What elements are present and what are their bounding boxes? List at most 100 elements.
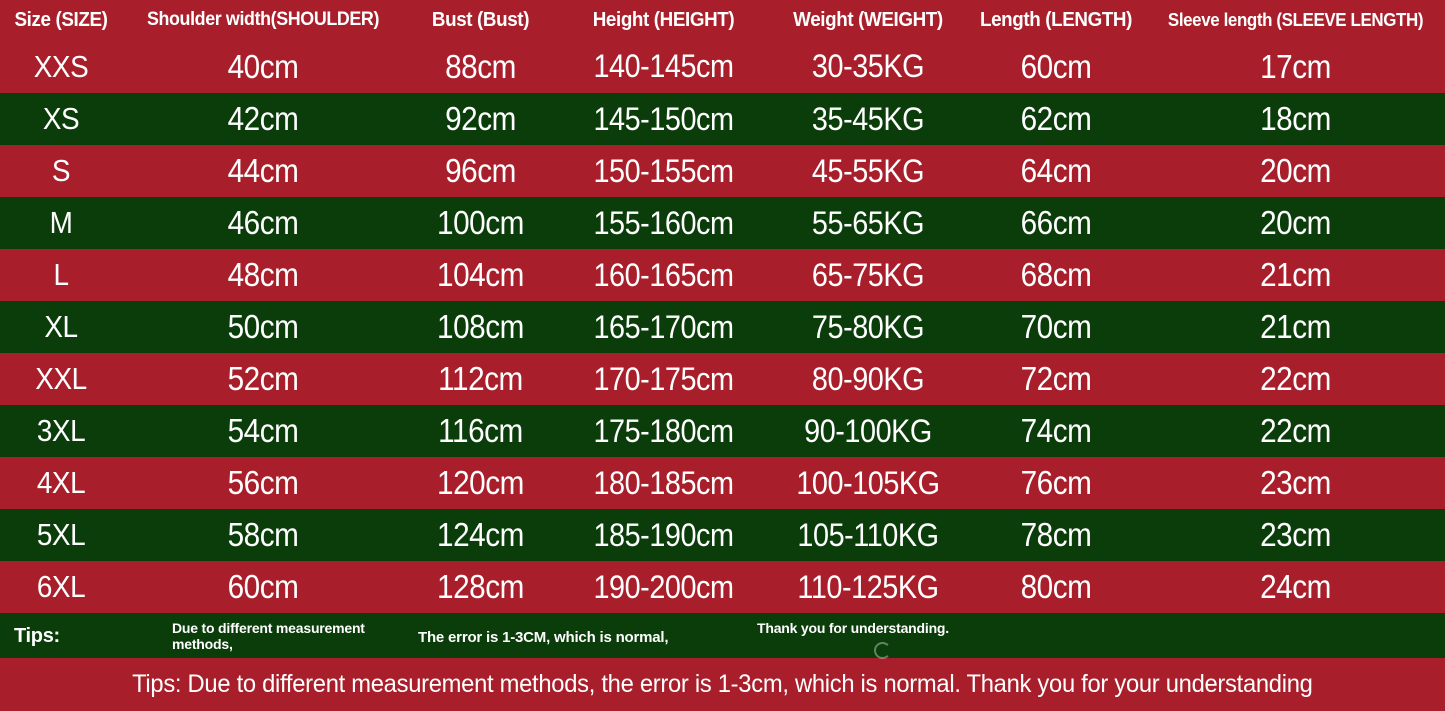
cell-bust: 116cm	[438, 412, 523, 449]
cell-size: S	[51, 153, 71, 188]
cell-sleeve-length: 21cm	[1260, 256, 1331, 293]
cell-shoulder: 42cm	[227, 100, 299, 137]
cell-sleeve-length: 22cm	[1260, 412, 1331, 449]
column-header-sleeve-length: Sleeve length (SLEEVE LENGTH)	[1167, 9, 1424, 30]
cell-height: 175-180cm	[593, 412, 734, 449]
cell-weight: 105-110KG	[797, 516, 939, 553]
cell-sleeve-length: 18cm	[1260, 100, 1331, 137]
column-header-shoulder: Shoulder width(SHOULDER)	[146, 9, 380, 30]
cell-sleeve-length: 17cm	[1260, 47, 1331, 85]
cell-shoulder: 56cm	[227, 464, 299, 501]
cell-sleeve-length: 23cm	[1260, 464, 1331, 501]
table-row: 4XL 56cm 120cm 180-185cm 100-105KG 76cm 23cm	[0, 457, 1445, 509]
cell-height: 140-145cm	[593, 48, 734, 84]
cell-shoulder: 60cm	[227, 568, 299, 605]
cell-size: M	[49, 205, 73, 240]
cell-sleeve-length: 20cm	[1260, 204, 1331, 241]
cell-height: 160-165cm	[593, 256, 734, 293]
column-header-size: Size (SIZE)	[14, 8, 108, 31]
table-row: XXS 40cm 88cm 140-145cm 30-35KG 60cm 17cm	[0, 40, 1445, 93]
cell-bust: 96cm	[445, 152, 516, 189]
cell-sleeve-length: 22cm	[1260, 360, 1331, 397]
cell-size: XS	[42, 101, 80, 136]
table-row: L 48cm 104cm 160-165cm 65-75KG 68cm 21cm	[0, 249, 1445, 301]
cell-length: 68cm	[1020, 256, 1092, 293]
table-row: XL 50cm 108cm 165-170cm 75-80KG 70cm 21cm	[0, 301, 1445, 353]
tips-segment-3: Thank you for understanding.	[757, 620, 949, 636]
column-header-weight: Weight (WEIGHT)	[793, 8, 943, 31]
cell-size: 6XL	[36, 569, 86, 604]
column-header-bust: Bust (Bust)	[431, 8, 530, 31]
table-row: S 44cm 96cm 150-155cm 45-55KG 64cm 20cm	[0, 145, 1445, 197]
tips-segment-2: The error is 1-3CM, which is normal,	[418, 629, 669, 646]
cell-length: 62cm	[1020, 100, 1092, 137]
cell-shoulder: 52cm	[227, 360, 299, 397]
cell-height: 155-160cm	[593, 204, 734, 241]
cell-length: 80cm	[1020, 568, 1092, 605]
cell-weight: 30-35KG	[811, 48, 925, 84]
cell-bust: 92cm	[445, 100, 516, 137]
column-header-length: Length (LENGTH)	[979, 8, 1133, 31]
cell-length: 78cm	[1020, 516, 1092, 553]
table-row: 3XL 54cm 116cm 175-180cm 90-100KG 74cm 22cm	[0, 405, 1445, 457]
table-row: XXL 52cm 112cm 170-175cm 80-90KG 72cm 22cm	[0, 353, 1445, 405]
spinner-circle-icon	[874, 642, 891, 659]
cell-weight: 100-105KG	[796, 464, 940, 501]
cell-weight: 65-75KG	[811, 256, 925, 293]
cell-height: 165-170cm	[593, 308, 734, 345]
cell-length: 60cm	[1020, 47, 1092, 85]
cell-weight: 90-100KG	[804, 412, 932, 449]
cell-shoulder: 58cm	[227, 516, 299, 553]
cell-size: 5XL	[36, 517, 86, 552]
cell-weight: 80-90KG	[811, 360, 925, 397]
cell-weight: 45-55KG	[811, 152, 925, 189]
cell-length: 76cm	[1020, 464, 1092, 501]
cell-bust: 108cm	[437, 308, 524, 345]
footer-row: Tips: Due to different measurement metho…	[0, 658, 1445, 711]
footer-text: Tips: Due to different measurement metho…	[132, 670, 1313, 698]
tips-label: Tips:	[14, 625, 60, 647]
cell-height: 145-150cm	[593, 100, 734, 137]
cell-size: 3XL	[36, 413, 86, 448]
tips-segment-1: Due to different measurement methods,	[172, 620, 365, 652]
cell-height: 150-155cm	[593, 152, 734, 189]
cell-bust: 124cm	[437, 516, 524, 553]
cell-shoulder: 44cm	[227, 152, 299, 189]
cell-shoulder: 54cm	[227, 412, 299, 449]
table-header-row: Size (SIZE) Shoulder width(SHOULDER) Bus…	[0, 0, 1445, 40]
cell-length: 66cm	[1020, 204, 1092, 241]
cell-weight: 35-45KG	[811, 100, 925, 137]
cell-bust: 112cm	[438, 360, 523, 397]
cell-weight: 55-65KG	[811, 204, 925, 241]
cell-bust: 104cm	[437, 256, 524, 293]
cell-bust: 88cm	[445, 47, 516, 85]
cell-bust: 120cm	[437, 464, 524, 501]
cell-shoulder: 46cm	[227, 204, 299, 241]
cell-shoulder: 50cm	[227, 308, 299, 345]
cell-bust: 100cm	[437, 204, 524, 241]
cell-length: 64cm	[1020, 152, 1092, 189]
cell-size: 4XL	[36, 465, 86, 500]
column-header-height: Height (HEIGHT)	[592, 8, 735, 31]
cell-sleeve-length: 23cm	[1260, 516, 1331, 553]
cell-length: 74cm	[1020, 412, 1092, 449]
cell-length: 72cm	[1020, 360, 1092, 397]
cell-sleeve-length: 24cm	[1260, 568, 1331, 605]
cell-sleeve-length: 21cm	[1260, 308, 1331, 345]
cell-length: 70cm	[1020, 308, 1092, 345]
table-row: XS 42cm 92cm 145-150cm 35-45KG 62cm 18cm	[0, 93, 1445, 145]
cell-bust: 128cm	[437, 568, 524, 605]
table-row: M 46cm 100cm 155-160cm 55-65KG 66cm 20cm	[0, 197, 1445, 249]
cell-size: XXS	[33, 48, 89, 84]
cell-height: 180-185cm	[593, 464, 734, 501]
cell-size: XXL	[35, 361, 87, 396]
table-body: XXS 40cm 88cm 140-145cm 30-35KG 60cm 17cm XS 42c…	[0, 40, 1445, 613]
cell-shoulder: 40cm	[227, 47, 299, 85]
cell-weight: 75-80KG	[811, 308, 925, 345]
cell-size: XL	[44, 309, 78, 344]
cell-height: 185-190cm	[593, 516, 734, 553]
tips-row: Tips: Due to different measurement metho…	[0, 613, 1445, 659]
cell-weight: 110-125KG	[797, 568, 939, 605]
table-row: 5XL 58cm 124cm 185-190cm 105-110KG 78cm 23cm	[0, 509, 1445, 561]
table-row: 6XL 60cm 128cm 190-200cm 110-125KG 80cm 24cm	[0, 561, 1445, 613]
